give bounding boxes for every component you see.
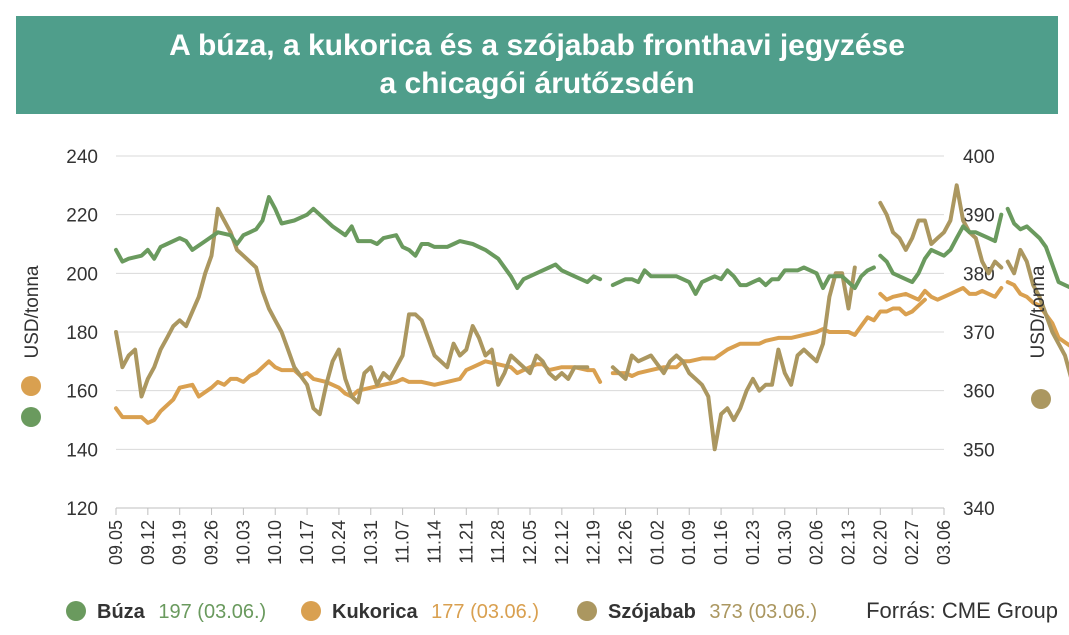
kukorica-series-line xyxy=(878,286,1004,302)
y-left-tick-label: 200 xyxy=(66,264,98,285)
x-tick-label: 09.12 xyxy=(138,520,158,565)
x-tick-label: 02.20 xyxy=(870,520,890,565)
legend-buza-name: Búza xyxy=(97,601,146,623)
szojabab-series-line xyxy=(114,206,590,417)
y-left-tick-label: 140 xyxy=(66,440,98,461)
legend-buza-marker xyxy=(66,601,86,621)
szojabab-series-line xyxy=(1005,247,1069,378)
x-tick-label: 11.14 xyxy=(424,520,444,564)
x-tick-label: 02.06 xyxy=(807,520,827,565)
x-tick-label: 12.26 xyxy=(616,520,636,565)
x-tick-label: 09.05 xyxy=(106,520,126,565)
x-tick-label: 01.23 xyxy=(743,520,763,565)
y-axis-left-label: USD/tonna xyxy=(22,265,43,358)
buza-series-line xyxy=(878,212,1004,285)
szojabab-series-line xyxy=(610,265,857,452)
y-right-tick-label: 360 xyxy=(963,382,995,403)
y-left-tick-label: 240 xyxy=(66,147,98,168)
y-left-tick-label: 180 xyxy=(66,323,98,344)
legend-kukorica-value: 177 (03.06.) xyxy=(431,601,539,623)
y-right-tick-label: 390 xyxy=(963,206,995,227)
szojabab-axis-marker xyxy=(1031,389,1051,409)
x-tick-label: 02.13 xyxy=(838,520,858,565)
x-tick-label: 02.27 xyxy=(902,520,922,565)
legend-szojabab-value: 373 (03.06.) xyxy=(709,601,817,623)
y-right-tick-label: 400 xyxy=(963,147,995,168)
svg-text:Szójabab 373 (03.06.): Szójabab 373 (03.06.) xyxy=(608,601,817,623)
buza-series-line xyxy=(1005,206,1069,290)
x-tick-label: 09.26 xyxy=(202,520,222,565)
buza-series-line xyxy=(610,265,876,296)
chart-title-line2: a chicagói árutőzsdén xyxy=(379,67,695,100)
x-tick-label: 10.03 xyxy=(233,520,253,565)
legend: Búza 197 (03.06.) Kukorica 177 (03.06.) … xyxy=(66,598,1058,623)
legend-kukorica-marker xyxy=(301,601,321,621)
x-tick-label: 12.05 xyxy=(520,520,540,565)
x-tick-label: 03.06 xyxy=(934,520,954,565)
series-lines xyxy=(114,183,1069,452)
y-left-tick-label: 220 xyxy=(66,206,98,227)
x-tick-label: 10.10 xyxy=(265,520,285,565)
x-tick-label: 12.12 xyxy=(552,520,572,565)
svg-text:Búza 197 (03.06.): Búza 197 (03.06.) xyxy=(97,601,266,623)
szojabab-series-line xyxy=(878,183,1004,276)
y-axis-right-label: USD/tonna xyxy=(1028,265,1049,358)
x-tick-label: 01.16 xyxy=(711,520,731,565)
y-right-tick-label: 340 xyxy=(963,499,995,520)
y-axis-left-ticks: 240 220 200 180 160 140 120 xyxy=(66,147,98,520)
y-left-tick-label: 120 xyxy=(66,499,98,520)
kukorica-axis-marker xyxy=(21,376,41,396)
gridlines xyxy=(116,155,944,509)
chart-title-banner: A búza, a kukorica és a szójabab frontha… xyxy=(16,16,1058,114)
legend-szojabab-name: Szójabab xyxy=(608,601,696,623)
y-right-tick-label: 370 xyxy=(963,323,995,344)
x-tick-label: 10.24 xyxy=(329,520,349,565)
buza-series-line xyxy=(114,195,603,290)
y-left-tick-label: 160 xyxy=(66,382,98,403)
x-tick-label: 11.28 xyxy=(488,520,508,564)
legend-kukorica-name: Kukorica xyxy=(332,601,418,623)
x-tick-label: 01.02 xyxy=(647,520,667,565)
x-tick-label: 11.07 xyxy=(393,520,413,564)
x-tick-label: 11.21 xyxy=(456,520,476,564)
x-tick-label: 10.31 xyxy=(361,520,381,565)
kukorica-series-line xyxy=(114,359,603,425)
x-tick-label: 09.19 xyxy=(170,520,190,565)
legend-buza-value: 197 (03.06.) xyxy=(158,601,266,623)
kukorica-series-line xyxy=(610,297,927,378)
x-tick-label: 12.19 xyxy=(584,520,604,565)
x-axis-ticks: 09.05 09.12 09.19 09.26 10.03 10.10 10.17 10.24… xyxy=(106,508,954,565)
svg-text:Kukorica 177 (03.06.): Kukorica 177 (03.06.) xyxy=(332,601,539,623)
y-right-tick-label: 350 xyxy=(963,440,995,461)
source-note: Forrás: CME Group xyxy=(866,598,1058,623)
x-tick-label: 01.09 xyxy=(679,520,699,565)
x-tick-label: 01.30 xyxy=(775,520,795,565)
legend-szojabab-marker xyxy=(577,601,597,621)
x-tick-label: 10.17 xyxy=(297,520,317,565)
buza-axis-marker xyxy=(21,407,41,427)
chart-title-line1: A búza, a kukorica és a szójabab frontha… xyxy=(169,29,905,62)
